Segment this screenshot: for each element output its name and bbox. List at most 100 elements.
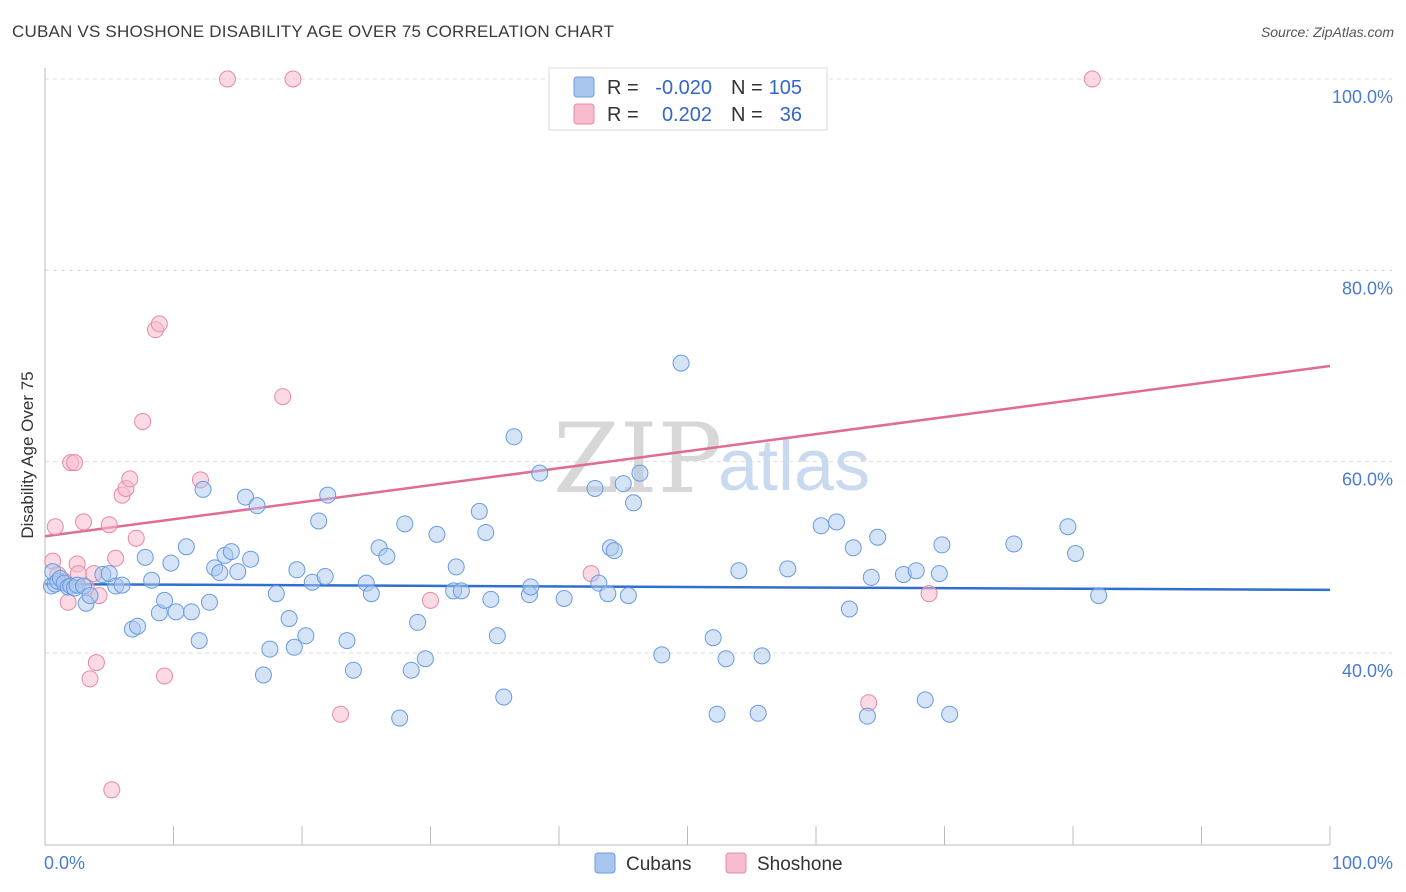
cuban-trend-line xyxy=(44,582,1331,592)
cuban-point xyxy=(156,591,174,609)
cuban-point xyxy=(416,650,434,668)
shoshone-point xyxy=(1083,70,1101,88)
cuban-point xyxy=(555,589,573,607)
legend-box xyxy=(548,67,828,131)
cuban-point xyxy=(319,486,337,504)
bottom-legend-label-shoshone: Shoshone xyxy=(757,854,843,875)
y-tick-label: 100.0% xyxy=(1332,87,1393,107)
cuban-point xyxy=(619,587,637,605)
shoshone-point xyxy=(66,454,84,472)
cuban-point xyxy=(428,525,446,543)
watermark-atlas: atlas xyxy=(718,426,870,506)
x-tick-label: 0.0% xyxy=(44,853,85,873)
cuban-points xyxy=(42,354,1108,727)
x-tick-label: 100.0% xyxy=(1332,853,1393,873)
cuban-point xyxy=(812,517,830,535)
cuban-point xyxy=(378,547,396,565)
cuban-point xyxy=(730,562,748,580)
cuban-point xyxy=(261,640,279,658)
cuban-point xyxy=(495,688,513,706)
cuban-point xyxy=(1067,545,1085,563)
shoshone-point xyxy=(134,412,152,430)
legend-swatch-cubans xyxy=(573,76,595,98)
source-credit: Source: ZipAtlas.com xyxy=(1260,24,1394,40)
shoshone-point xyxy=(218,70,236,88)
cuban-point xyxy=(190,632,208,650)
cuban-point xyxy=(222,543,240,561)
cuban-point xyxy=(229,563,247,581)
cuban-point xyxy=(488,627,506,645)
axes xyxy=(44,68,1331,846)
cuban-point xyxy=(362,585,380,603)
shoshone-point xyxy=(103,781,121,799)
cuban-point xyxy=(907,562,925,580)
cuban-point xyxy=(753,647,771,665)
legend-r-label-cubans: R = xyxy=(607,77,639,99)
shoshone-point xyxy=(284,70,302,88)
bottom-legend-swatch-cubans xyxy=(594,852,616,874)
cuban-point xyxy=(402,661,420,679)
cuban-point xyxy=(316,567,334,585)
cuban-point xyxy=(177,538,195,556)
cuban-point xyxy=(749,704,767,722)
cuban-point xyxy=(505,428,523,446)
shoshone-point xyxy=(100,516,118,534)
cuban-point xyxy=(862,568,880,586)
cuban-point xyxy=(916,691,934,709)
cuban-point xyxy=(482,590,500,608)
cuban-point xyxy=(242,550,260,568)
cuban-point xyxy=(129,617,147,635)
cuban-point xyxy=(531,464,549,482)
cuban-point xyxy=(586,479,604,497)
legend-n-value-shoshone: 36 xyxy=(780,104,802,126)
cuban-point xyxy=(447,558,465,576)
cuban-point xyxy=(248,497,266,515)
top-legend: R = -0.020 N = 105 R = 0.202 N = 36 xyxy=(548,67,828,131)
cuban-point xyxy=(869,528,887,546)
legend-swatch-shoshone xyxy=(573,103,595,125)
cuban-point xyxy=(136,548,154,566)
cuban-point xyxy=(653,646,671,664)
cuban-point xyxy=(605,542,623,560)
cuban-point xyxy=(941,705,959,723)
cuban-point xyxy=(933,536,951,554)
cuban-point xyxy=(844,539,862,557)
cuban-point xyxy=(254,666,272,684)
shoshone-point xyxy=(332,705,350,723)
cuban-point xyxy=(522,578,540,596)
chart-title: CUBAN VS SHOSHONE DISABILITY AGE OVER 75… xyxy=(12,22,615,41)
cuban-point xyxy=(858,707,876,725)
shoshone-point xyxy=(150,315,168,333)
cuban-point xyxy=(167,603,185,621)
cuban-point xyxy=(477,523,495,541)
cuban-point xyxy=(625,494,643,512)
cuban-point xyxy=(200,593,218,611)
cuban-point xyxy=(930,565,948,583)
cuban-point xyxy=(344,661,362,679)
cuban-point xyxy=(211,564,229,582)
cuban-point xyxy=(236,488,254,506)
cuban-point xyxy=(113,576,131,594)
cuban-point xyxy=(182,603,200,621)
cuban-point xyxy=(297,627,315,645)
cuban-point xyxy=(708,705,726,723)
shoshone-point xyxy=(107,549,125,567)
cuban-point xyxy=(81,587,99,605)
cuban-point xyxy=(288,561,306,579)
cuban-point xyxy=(470,502,488,520)
cuban-point xyxy=(672,354,690,372)
cuban-point xyxy=(143,571,161,589)
cuban-point xyxy=(1059,518,1077,536)
legend-n-label-shoshone: N = xyxy=(731,104,763,126)
cuban-point xyxy=(280,610,298,628)
cuban-point xyxy=(409,613,427,631)
cuban-point xyxy=(717,650,735,668)
cuban-point xyxy=(1090,587,1108,605)
shoshone-point xyxy=(87,654,105,672)
legend-n-value-cubans: 105 xyxy=(769,77,802,99)
bottom-legend: Cubans Shoshone xyxy=(594,852,843,875)
y-tick-label: 60.0% xyxy=(1342,470,1393,490)
shoshone-point xyxy=(920,585,938,603)
watermark: ZIP atlas xyxy=(553,403,870,515)
x-tick-labels: 0.0% 100.0% xyxy=(44,853,1393,873)
